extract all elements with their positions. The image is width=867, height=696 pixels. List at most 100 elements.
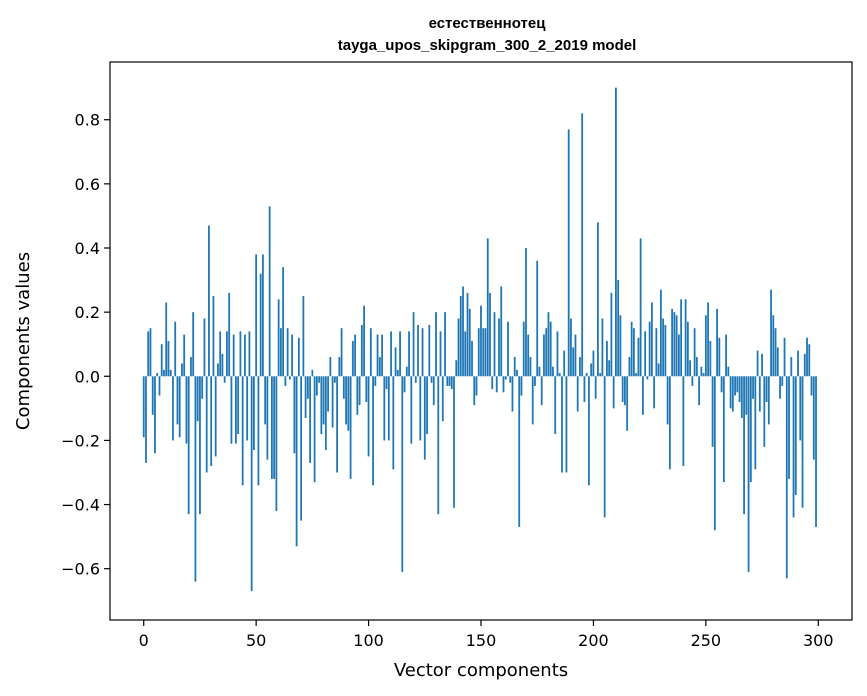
x-axis-label: Vector components: [394, 660, 568, 681]
bar: [154, 376, 156, 454]
bar: [590, 363, 593, 377]
bar: [790, 357, 793, 377]
bar: [743, 376, 745, 515]
bar: [563, 350, 566, 377]
bar: [734, 376, 736, 396]
bar: [556, 331, 559, 377]
bar: [686, 321, 689, 377]
bar: [770, 289, 772, 377]
bar: [345, 376, 347, 425]
bar: [417, 324, 419, 377]
bar: [644, 331, 647, 377]
x-tick-label: 250: [691, 631, 722, 650]
bar: [259, 273, 262, 377]
bar: [698, 376, 700, 406]
bar: [534, 376, 536, 386]
bar: [704, 315, 707, 377]
bar: [502, 376, 505, 393]
bar: [457, 318, 460, 377]
bar: [610, 292, 613, 377]
bar: [709, 341, 712, 377]
x-tick-label: 50: [246, 631, 266, 650]
bar: [635, 373, 638, 377]
bar: [567, 129, 570, 377]
bar: [455, 360, 458, 377]
bar: [196, 376, 199, 422]
bar: [558, 373, 561, 377]
bar: [484, 328, 487, 377]
bar: [673, 312, 676, 377]
bar: [430, 376, 433, 383]
bar: [477, 328, 480, 377]
bar: [374, 376, 377, 386]
bar: [437, 376, 440, 515]
bar: [201, 376, 204, 399]
bar: [194, 376, 197, 582]
bar: [423, 376, 426, 460]
bar: [552, 366, 554, 377]
bar: [489, 292, 491, 377]
bar: [579, 357, 581, 377]
bar: [253, 376, 255, 451]
bar: [592, 350, 595, 377]
bar: [570, 318, 572, 377]
bar: [235, 376, 237, 444]
bar: [779, 376, 781, 399]
bar: [372, 376, 374, 486]
bar: [320, 376, 323, 434]
bar: [511, 376, 514, 412]
bar: [145, 376, 147, 463]
bar: [426, 376, 428, 434]
bar: [230, 376, 233, 444]
bar: [329, 357, 332, 377]
bar: [475, 376, 478, 396]
bar: [756, 350, 759, 377]
bar: [671, 308, 674, 377]
bar: [585, 373, 588, 377]
bar: [468, 308, 471, 377]
y-tick-label: 0.2: [75, 303, 100, 322]
bar: [306, 376, 309, 399]
bar: [691, 376, 694, 386]
bar: [738, 376, 741, 402]
bar: [603, 376, 606, 518]
bar: [655, 328, 658, 377]
bar: [262, 254, 264, 377]
bar: [500, 286, 503, 377]
bar: [540, 376, 543, 406]
bar: [700, 366, 703, 377]
bar: [187, 376, 190, 515]
bar: [448, 376, 451, 386]
bar: [419, 376, 422, 441]
y-tick-label: −0.4: [61, 496, 100, 515]
bar: [324, 376, 327, 451]
bar: [435, 312, 437, 377]
bar: [633, 328, 635, 377]
bar: [268, 206, 271, 377]
bar: [493, 312, 496, 377]
bar: [513, 357, 516, 377]
bar: [327, 376, 329, 412]
bar: [237, 376, 240, 434]
bar: [232, 334, 235, 377]
bar: [740, 376, 743, 418]
bar: [781, 376, 784, 386]
bar: [653, 376, 656, 409]
bar: [318, 376, 321, 383]
bar: [214, 376, 217, 457]
bar: [576, 376, 579, 412]
bar: [217, 363, 219, 377]
bar: [471, 341, 473, 377]
bar: [228, 292, 231, 377]
bar: [358, 376, 361, 406]
y-tick-label: 0.6: [75, 175, 100, 194]
bar: [199, 376, 201, 515]
bar: [612, 376, 615, 409]
bar: [599, 373, 602, 377]
bar: [680, 299, 683, 377]
bar: [725, 334, 727, 377]
bar: [783, 337, 786, 377]
bar: [675, 315, 678, 377]
bar: [815, 376, 817, 527]
bar: [626, 376, 629, 431]
